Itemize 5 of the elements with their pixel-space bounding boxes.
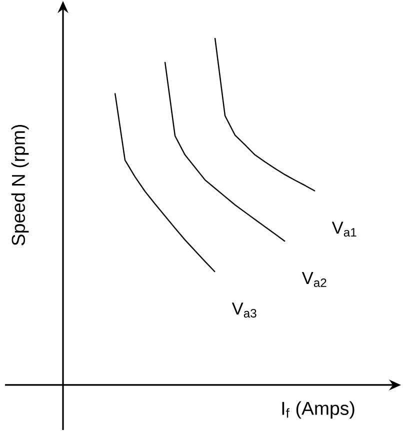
text: V$_{a1}$ [332,222,356,237]
text: V$_{a3}$ [232,302,256,318]
y-axis-title: Speed N (rpm) [11,124,29,246]
x-axis-title: I$_{f}$ (Amps) [282,401,354,419]
text: V$_{a2}$ [302,272,326,288]
